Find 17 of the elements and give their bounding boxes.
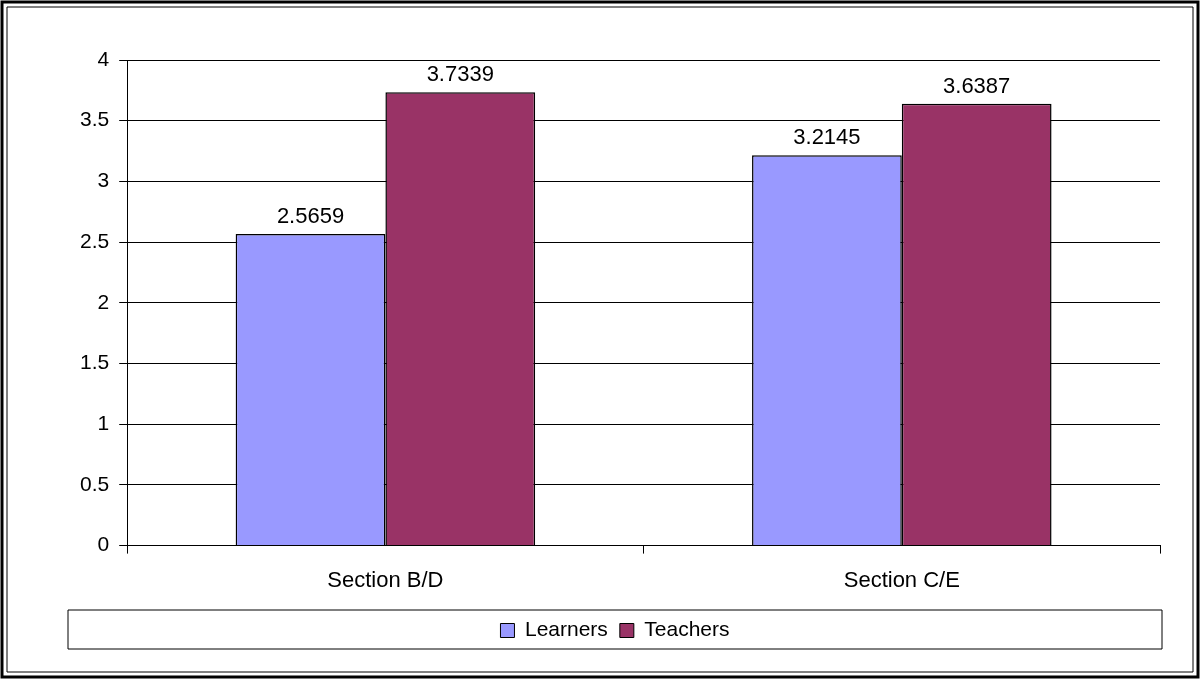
legend-label: Learners	[524, 617, 608, 641]
y-tick-label: 3	[97, 168, 110, 192]
data-label: 3.6387	[943, 72, 1011, 98]
data-label: 2.5659	[276, 203, 345, 229]
y-tick-label: 4	[97, 46, 110, 70]
data-label: 3.2145	[793, 124, 861, 150]
data-label: 3.7339	[426, 61, 494, 87]
y-tick-label: 1	[97, 411, 110, 434]
y-tick-label: 2.5	[79, 228, 110, 252]
y-tick-label: 0.5	[79, 471, 110, 495]
x-tick-label: Section C/E	[843, 566, 960, 592]
y-tick-label: 1.5	[79, 350, 110, 374]
legend-label: Teachers	[644, 617, 730, 641]
y-tick-label: 0	[97, 532, 110, 556]
y-tick-label: 3.5	[79, 107, 110, 131]
y-tick-label: 2	[97, 289, 110, 313]
x-tick-label: Section B/D	[327, 566, 444, 592]
